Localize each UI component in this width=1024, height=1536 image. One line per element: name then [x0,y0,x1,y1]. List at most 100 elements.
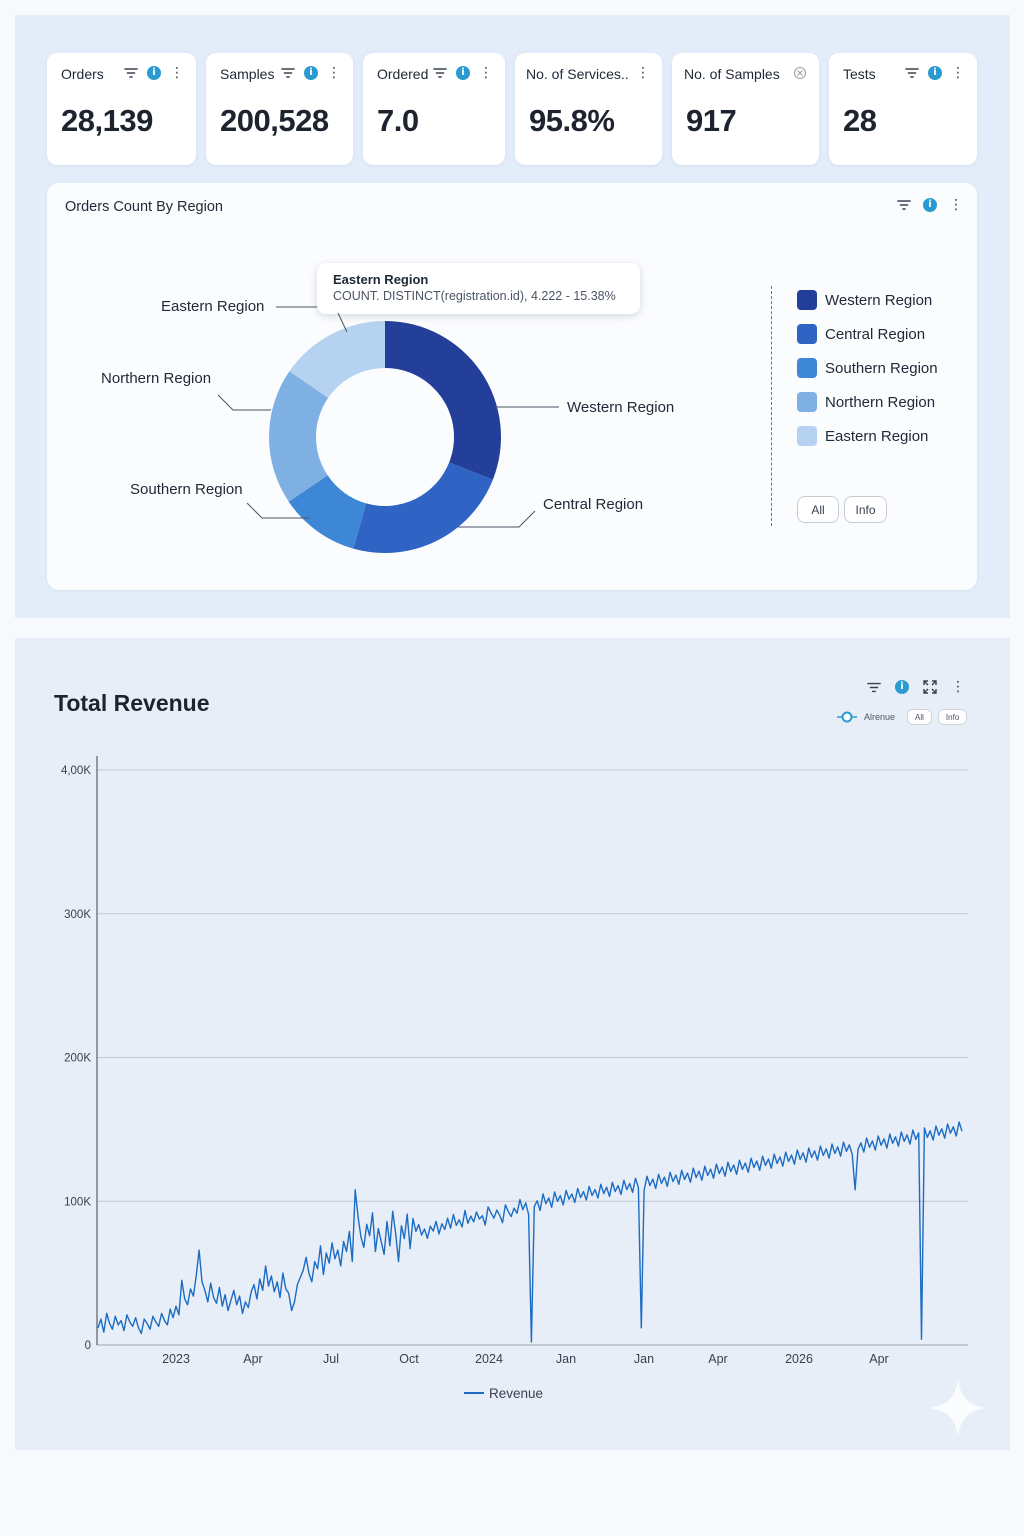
legend-label: Western Region [825,291,933,309]
legend-divider [771,286,772,526]
kpi-card-no-of-samples[interactable]: No. of Samples 917 [672,53,819,165]
legend-label: Central Region [825,325,926,343]
leader-line-northern [217,394,271,411]
info-icon[interactable]: i [895,680,909,694]
info-icon[interactable]: i [928,66,942,80]
filter-icon[interactable] [281,66,295,80]
legend-swatch [797,358,817,378]
filter-icon[interactable] [905,66,919,80]
legend-item-eastern[interactable]: Eastern Region [797,419,938,453]
revenue-title: Total Revenue [54,690,210,716]
revenue-mini-legend: Alrenue All Info [836,709,968,725]
donut-tooltip: Eastern Region COUNT. DISTINCT(registrat… [317,263,640,314]
donut-slice-central[interactable] [353,462,493,553]
kpi-value: 28,139 [61,103,153,138]
kpi-value: 95.8% [529,103,615,138]
bottom-panel [15,638,1010,1450]
kpi-card-tests[interactable]: Tests i ⋮ 28 [829,53,977,165]
kpi-label: Tests [843,66,876,82]
crossed-circle-icon[interactable] [793,66,807,80]
more-icon[interactable]: ⋮ [951,679,965,695]
card-title: Orders Count By Region [65,199,223,215]
series-toggle-icon[interactable] [836,710,858,724]
leader-line-central [458,510,536,528]
kpi-value: 28 [843,103,877,138]
x-tick-label: Jan [634,1352,654,1366]
line-legend: Revenue [464,1386,543,1401]
legend-swatch [797,290,817,310]
donut-chart: Eastern Region Northern Region Southern … [101,298,674,553]
legend-item-northern[interactable]: Northern Region [797,385,938,419]
filter-icon[interactable] [124,66,138,80]
x-tick-label: 2026 [785,1352,813,1366]
all-button[interactable]: All [797,496,839,523]
mini-all-button[interactable]: All [907,709,932,725]
revenue-series-line [97,1121,963,1343]
expand-icon[interactable] [923,680,937,694]
kpi-card-samples[interactable]: Samples i ⋮ 200,528 [206,53,353,165]
x-tick-label: Oct [399,1352,419,1366]
info-button[interactable]: Info [844,496,887,523]
x-tick-label: 2023 [162,1352,190,1366]
slice-label-northern: Northern Region [101,370,211,387]
slice-label-western: Western Region [567,399,674,416]
info-icon[interactable]: i [147,66,161,80]
sparkle-icon [930,1380,986,1436]
kpi-card-orders[interactable]: Orders i ⋮ 28,139 [47,53,196,165]
legend-swatch [797,426,817,446]
x-tick-label: Apr [708,1352,727,1366]
more-icon[interactable]: ⋮ [479,65,493,81]
mini-info-button[interactable]: Info [937,709,968,725]
kpi-value: 917 [686,103,737,138]
legend-item-western[interactable]: Western Region [797,283,938,317]
y-tick-label: 4,00K [61,765,91,777]
more-icon[interactable]: ⋮ [636,65,650,81]
kpi-label: No. of Services.. [526,66,629,82]
kpi-card-services[interactable]: No. of Services.. ⋮ 95.8% [515,53,662,165]
y-tick-label: 200K [64,1053,91,1065]
donut-legend: Western Region Central Region Southern R… [797,283,938,453]
donut-slice-eastern[interactable] [289,321,385,398]
legend-item-southern[interactable]: Southern Region [797,351,938,385]
y-tick-label: 300K [64,909,91,921]
legend-swatch [797,392,817,412]
filter-icon[interactable] [867,680,881,694]
more-icon[interactable]: ⋮ [949,197,963,213]
orders-by-region-card: Orders Count By Region i ⋮ Western Regio… [47,183,977,590]
x-tick-label: Jan [556,1352,576,1366]
y-tick-label: 0 [85,1340,91,1352]
tooltip-body: COUNT. DISTINCT(registration.id), 4.222 … [333,289,616,303]
kpi-value: 7.0 [377,103,419,138]
legend-label: Eastern Region [825,427,929,445]
slice-label-southern: Southern Region [130,481,243,498]
filter-icon[interactable] [897,198,911,212]
y-tick-label: 100K [64,1196,91,1208]
legend-swatch [797,324,817,344]
slice-label-eastern: Eastern Region [161,298,264,315]
x-tick-label: 2024 [475,1352,503,1366]
info-icon[interactable]: i [456,66,470,80]
info-icon[interactable]: i [304,66,318,80]
mini-legend-label: Alrenue [864,712,896,722]
kpi-label: Samples [220,66,275,82]
leader-line-southern [246,502,309,519]
more-icon[interactable]: ⋮ [951,65,965,81]
info-icon[interactable]: i [923,198,937,212]
filter-icon[interactable] [433,66,447,80]
tooltip-pointer [337,312,348,333]
x-tick-label: Apr [243,1352,262,1366]
donut-slice-southern[interactable] [288,475,367,549]
tooltip-title: Eastern Region [333,272,429,287]
more-icon[interactable]: ⋮ [327,65,341,81]
line-legend-label: Revenue [489,1386,543,1401]
legend-item-central[interactable]: Central Region [797,317,938,351]
kpi-label: No. of Samples [684,66,780,82]
donut-slice-western[interactable] [385,321,501,480]
more-icon[interactable]: ⋮ [170,65,184,81]
x-tick-label: Jul [323,1352,339,1366]
revenue-line-chart: 0 100K 200K 300K 4,00K 2023 Apr Jul Oct 2024 Jan J… [61,756,968,1401]
donut-slice-northern[interactable] [269,371,329,502]
x-tick-label: Apr [869,1352,888,1366]
kpi-label: Orders [61,66,104,82]
kpi-card-ordered[interactable]: Ordered i ⋮ 7.0 [363,53,505,165]
